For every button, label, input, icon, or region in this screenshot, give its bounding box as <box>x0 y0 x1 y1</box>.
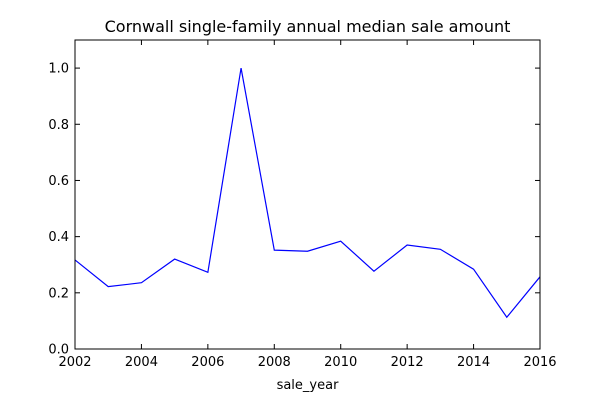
y-tick-label: 0.2 <box>48 286 69 301</box>
y-tick-label: 0.4 <box>48 230 69 245</box>
y-tick-label: 1.0 <box>48 62 69 77</box>
chart-title: Cornwall single-family annual median sal… <box>105 17 511 36</box>
y-tick-label: 0.0 <box>48 343 69 358</box>
x-axis: 2002 2004 2006 2008 2010 2012 2014 2016 <box>58 40 557 370</box>
x-tick-label: 2014 <box>457 355 490 370</box>
x-tick-label: 2016 <box>523 355 556 370</box>
x-tick-label: 2006 <box>191 355 224 370</box>
y-axis: 0.0 0.2 0.4 0.6 0.8 1.0 <box>48 62 540 358</box>
x-tick-label: 2012 <box>391 355 424 370</box>
series-line <box>74 67 541 319</box>
plot-area <box>74 39 541 350</box>
y-tick-label: 0.6 <box>48 174 69 189</box>
x-axis-label: sale_year <box>277 378 340 393</box>
x-tick-label: 2008 <box>258 355 291 370</box>
x-tick-label: 2004 <box>125 355 158 370</box>
x-tick-label: 2002 <box>58 355 91 370</box>
x-tick-label: 2010 <box>324 355 357 370</box>
y-tick-label: 0.8 <box>48 118 69 133</box>
